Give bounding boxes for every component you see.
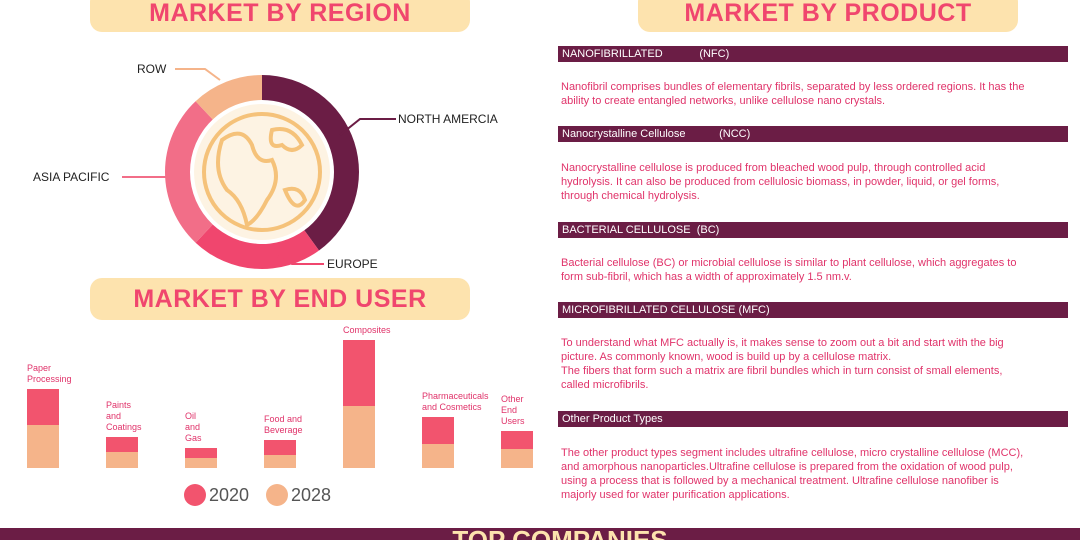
category-label: Composites <box>343 325 391 335</box>
footer-bar <box>0 528 1080 540</box>
product-text: To understand what MFC actually is, it m… <box>561 337 1004 391</box>
category-label: Other End Users <box>501 394 525 426</box>
bar <box>343 406 375 468</box>
donut-chart <box>122 68 396 269</box>
region-label: ROW <box>137 62 167 76</box>
category-label: Paper Processing <box>27 363 72 384</box>
legend-swatch <box>266 484 288 506</box>
donut-segment <box>262 75 359 251</box>
legend-swatch <box>184 484 206 506</box>
bar <box>501 449 533 468</box>
bar <box>422 444 454 468</box>
bar <box>106 452 138 468</box>
bar <box>501 431 533 449</box>
product-title: Other Product Types <box>558 411 1068 427</box>
bar-chart: Paper Processing Paints and Coatings Oil a… <box>0 0 540 528</box>
region-label: NORTH AMERCIA <box>398 112 498 126</box>
product-title: MICROFIBRILLATED CELLULOSE (MFC) <box>558 302 1068 318</box>
bar <box>106 437 138 452</box>
product-text: Bacterial cellulose (BC) or microbial ce… <box>561 257 1017 283</box>
section-header: TOP COMPANIES <box>452 525 668 540</box>
globe-icon <box>202 112 322 232</box>
region-label: EUROPE <box>327 257 378 271</box>
section-header: MARKET BY REGION <box>90 0 470 32</box>
product-text: Nanocrystalline cellulose is produced fr… <box>561 162 1000 202</box>
category-label: Oil and Gas <box>185 411 202 443</box>
bar <box>264 455 296 468</box>
category-label: Food and Beverage <box>264 414 303 435</box>
donut-segment <box>195 75 262 120</box>
product-text: Nanofibril comprises bundles of elementa… <box>561 81 1025 107</box>
bar <box>422 417 454 444</box>
bar <box>185 448 217 458</box>
section-header: MARKET BY PRODUCT <box>638 0 1018 32</box>
product-title: Nanocrystalline Cellulose (NCC) <box>558 126 1068 142</box>
region-label: ASIA PACIFIC <box>33 170 110 184</box>
category-label: Paints and Coatings <box>106 400 142 432</box>
leader-lines <box>122 68 396 265</box>
bar <box>343 340 375 406</box>
product-title: NANOFIBRILLATED (NFC) <box>558 46 1068 62</box>
product-text: The other product types segment includes… <box>561 447 1024 501</box>
bar <box>185 458 217 468</box>
legend-label: 2028 <box>291 485 332 505</box>
category-label: Pharmaceuticals and Cosmetics <box>422 391 489 412</box>
product-title: BACTERIAL CELLULOSE (BC) <box>558 222 1068 238</box>
donut-segment <box>195 224 320 269</box>
bar <box>27 389 59 425</box>
section-header: MARKET BY END USER <box>90 278 470 320</box>
legend-label: 2020 <box>209 485 250 505</box>
bar <box>264 440 296 455</box>
bar <box>27 425 59 468</box>
donut-segment <box>165 101 213 243</box>
